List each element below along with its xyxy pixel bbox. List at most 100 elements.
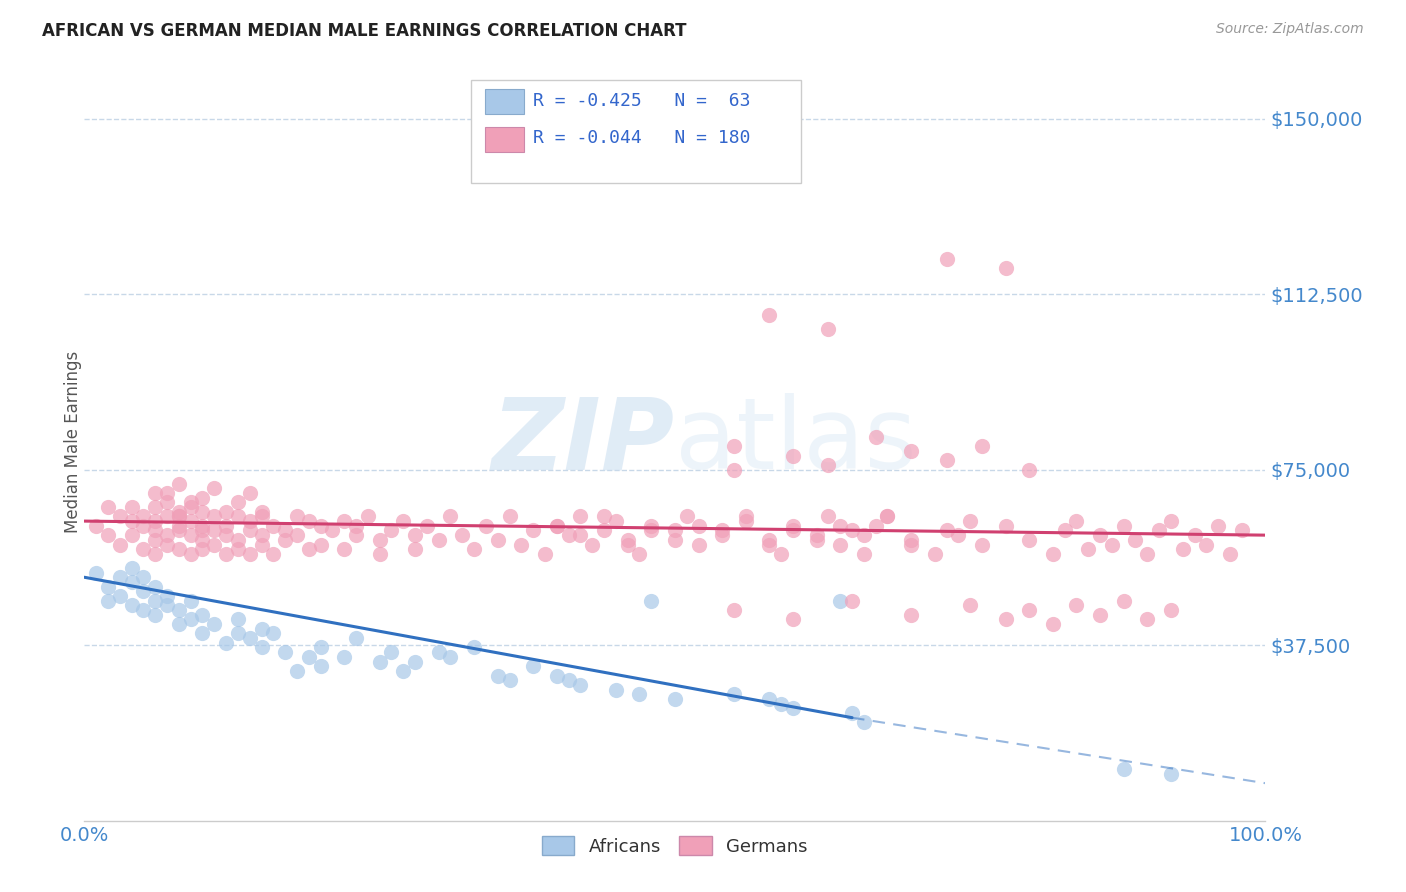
Point [380,645,402,659]
Point [239,524,262,538]
Point [250,509,273,524]
Point [191,626,214,640]
Point [1066,599,1088,613]
Point [274,645,297,659]
Point [817,458,839,472]
Point [344,528,367,542]
Point [782,612,804,626]
Point [900,537,922,551]
Point [1230,524,1253,538]
Point [156,486,179,500]
Point [1206,518,1229,533]
Point [180,612,202,626]
Point [239,514,262,528]
Point [143,514,166,528]
Point [1184,528,1206,542]
Point [239,631,262,645]
Point [758,692,780,706]
Point [546,518,568,533]
Point [534,547,557,561]
Point [557,528,579,542]
Point [97,500,120,514]
Point [121,528,143,542]
Point [298,514,321,528]
Point [180,500,202,514]
Point [167,509,190,524]
Point [475,518,498,533]
Point [250,640,273,655]
Point [734,514,756,528]
Point [108,509,131,524]
Point [959,514,981,528]
Point [239,547,262,561]
Point [180,495,202,509]
Point [640,518,662,533]
Point [97,593,120,607]
Point [675,509,697,524]
Point [711,524,734,538]
Point [143,486,166,500]
Point [143,524,166,538]
Point [121,500,143,514]
Point [121,574,143,589]
Point [723,439,745,453]
Point [782,518,804,533]
Point [806,533,828,547]
Point [333,542,356,557]
Point [156,528,179,542]
Point [439,649,461,664]
Point [108,589,131,603]
Text: AFRICAN VS GERMAN MEDIAN MALE EARNINGS CORRELATION CHART: AFRICAN VS GERMAN MEDIAN MALE EARNINGS C… [42,22,686,40]
Point [463,640,485,655]
Point [522,524,544,538]
Point [664,524,686,538]
Point [782,701,804,715]
Point [215,636,238,650]
Point [1136,612,1159,626]
Point [226,542,249,557]
Point [191,518,214,533]
Point [285,664,308,678]
Point [830,518,852,533]
Point [262,518,284,533]
Point [593,509,616,524]
Point [226,495,249,509]
Point [357,509,380,524]
Y-axis label: Median Male Earnings: Median Male Earnings [65,351,82,533]
Point [935,252,957,266]
Point [321,524,343,538]
Point [546,518,568,533]
Point [239,486,262,500]
Point [806,528,828,542]
Point [202,617,225,632]
Point [191,542,214,557]
Point [250,528,273,542]
Point [121,599,143,613]
Point [616,537,638,551]
Text: atlas: atlas [675,393,917,490]
Point [841,706,863,720]
Point [108,537,131,551]
Text: ZIP: ZIP [492,393,675,490]
Point [132,509,155,524]
Point [876,509,898,524]
Point [924,547,946,561]
Legend: Africans, Germans: Africans, Germans [533,827,817,864]
Point [262,547,284,561]
Point [226,509,249,524]
Point [935,453,957,467]
Point [865,518,887,533]
Point [1195,537,1218,551]
Point [640,524,662,538]
Point [1018,462,1040,476]
Point [143,593,166,607]
Point [569,528,592,542]
Point [84,566,107,580]
Text: R = -0.425   N =  63: R = -0.425 N = 63 [533,92,751,110]
Point [191,607,214,622]
Point [226,612,249,626]
Point [1018,603,1040,617]
Point [841,593,863,607]
Point [167,476,190,491]
Point [546,668,568,682]
